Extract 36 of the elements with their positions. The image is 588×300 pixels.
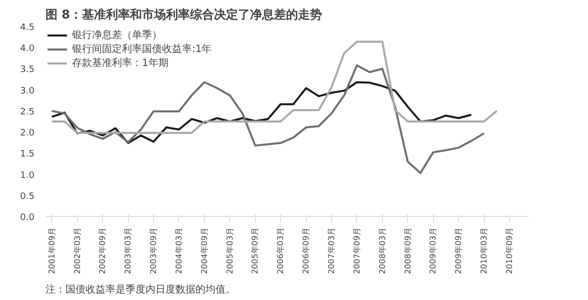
x-tick-label: 2007年09月 — [352, 227, 362, 274]
x-tick-label: 2010年09月 — [504, 227, 514, 274]
line-series — [50, 81, 472, 144]
chart-title: 图 8：基准利率和市场利率综合决定了净息差的走势 — [46, 8, 322, 22]
x-tick-label: 2002年03月 — [72, 227, 82, 274]
x-tick-label: 2010年03月 — [480, 227, 489, 274]
y-tick-label: 0.5 — [20, 192, 35, 202]
x-tick-label: 2009年03月 — [428, 227, 438, 274]
y-tick-label: 2.5 — [20, 107, 35, 118]
y-tick-label: 4.0 — [20, 44, 35, 54]
x-tick-label: 2004年09月 — [200, 227, 209, 274]
x-tick-label: 2005年03月 — [225, 227, 234, 274]
y-tick-label: 1.5 — [20, 150, 35, 160]
line-series — [50, 40, 498, 134]
y-tick-label: 0.0 — [20, 213, 35, 223]
y-tick-label: 1.0 — [20, 170, 35, 181]
x-tick-label: 2004年03月 — [174, 227, 184, 274]
x-tick-label: 2008年03月 — [378, 227, 387, 274]
x-tick-label: 2005年09月 — [250, 227, 260, 274]
x-tick-label: 2008年09月 — [403, 227, 412, 274]
y-tick-label: 3.0 — [20, 86, 35, 96]
x-tick-label: 2002年09月 — [98, 227, 108, 274]
legend-label: 银行净息差（单季） — [72, 28, 162, 42]
x-tick-label: 2006年09月 — [302, 227, 311, 274]
legend-label: 存款基准利率：1年期 — [72, 56, 168, 70]
x-tick-label: 2009年09月 — [454, 227, 464, 274]
y-tick-label: 2.0 — [20, 128, 35, 139]
text: 注：国债收益率是季度内日度数据的均值。 — [46, 284, 236, 296]
x-tick-label: 2006年03月 — [276, 227, 286, 274]
y-tick-label: 4.5 — [20, 23, 35, 33]
x-tick-label: 2003年03月 — [124, 227, 133, 274]
legend-label: 银行间固定利率国债收益率:1年 — [72, 42, 212, 56]
y-tick-label: 3.5 — [20, 65, 35, 76]
x-tick-label: 2003年09月 — [149, 227, 158, 274]
x-tick-label: 2007年03月 — [326, 227, 336, 274]
x-tick-label: 2001年09月 — [47, 227, 56, 274]
